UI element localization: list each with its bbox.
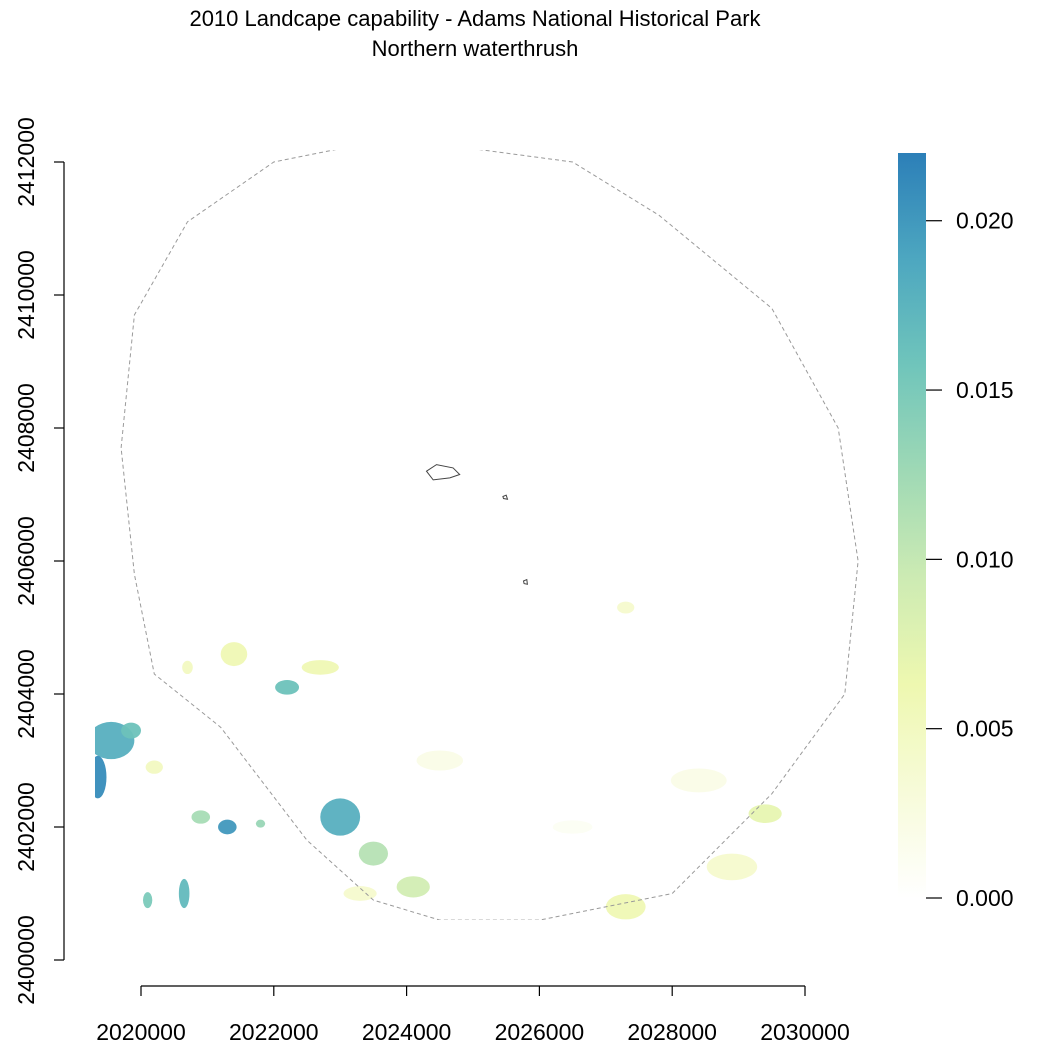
capability-patch	[301, 660, 339, 675]
y-axis: 2400000 2402000 2404000 2406000 2408000 24100…	[13, 117, 65, 1005]
capability-patch	[670, 768, 727, 793]
capability-patch	[320, 798, 361, 836]
legend-ticks: 0.000 0.005 0.010 0.015 0.020	[926, 208, 1014, 911]
capability-patch	[748, 804, 782, 824]
park-unit-outline	[522, 578, 528, 585]
capability-patch	[220, 642, 248, 667]
y-tick-label: 2412000	[13, 117, 39, 207]
map-title: 2010 Landcape capability - Adams Nationa…	[189, 6, 761, 31]
legend-tick-label: 0.020	[956, 208, 1014, 234]
capability-patch	[178, 878, 190, 909]
legend-tick-label: 0.010	[956, 546, 1014, 572]
x-tick-label: 2022000	[229, 1019, 319, 1045]
capability-patch	[142, 892, 153, 909]
capability-patch	[121, 722, 141, 739]
capability-patch	[145, 760, 163, 774]
legend-tick-label: 0.000	[956, 885, 1014, 911]
capability-patch	[255, 819, 266, 828]
capability-patch	[396, 876, 430, 898]
legend-tick-label: 0.005	[956, 716, 1014, 742]
x-tick-label: 2024000	[362, 1019, 452, 1045]
park-unit-outline	[425, 464, 461, 481]
park-unit-outlines	[425, 464, 528, 585]
x-tick-label: 2028000	[627, 1019, 717, 1045]
x-tick-label: 2020000	[96, 1019, 186, 1045]
capability-patch	[182, 660, 193, 675]
color-legend: 0.000 0.005 0.010 0.015 0.020	[898, 153, 1014, 911]
x-tick-label: 2026000	[495, 1019, 585, 1045]
capability-patch	[416, 750, 464, 771]
capability-patch	[95, 755, 107, 799]
capability-patch	[218, 819, 237, 835]
y-tick-label: 2410000	[13, 250, 39, 340]
capability-patch	[275, 680, 300, 695]
y-tick-label: 2404000	[13, 649, 39, 739]
y-tick-label: 2406000	[13, 516, 39, 606]
capability-patch	[706, 853, 758, 881]
capability-patches	[95, 601, 782, 920]
legend-color-bar	[898, 153, 926, 898]
capability-patch	[358, 841, 389, 866]
map-subtitle: Northern waterthrush	[372, 36, 579, 61]
legend-tick-label: 0.015	[956, 377, 1014, 403]
plot-area	[95, 150, 859, 920]
y-tick-label: 2402000	[13, 782, 39, 872]
x-tick-label: 2030000	[760, 1019, 850, 1045]
capability-patch	[191, 810, 211, 824]
study-area-boundary	[120, 150, 859, 920]
y-tick-label: 2408000	[13, 383, 39, 473]
y-tick-label: 2400000	[13, 915, 39, 1005]
capability-patch	[343, 886, 377, 901]
x-axis: 2020000 2022000 2024000 2026000 2028000 20300…	[96, 985, 850, 1045]
capability-patch	[552, 820, 593, 834]
park-unit-outline	[502, 494, 509, 500]
capability-patch	[605, 894, 646, 920]
capability-patch	[617, 601, 635, 614]
